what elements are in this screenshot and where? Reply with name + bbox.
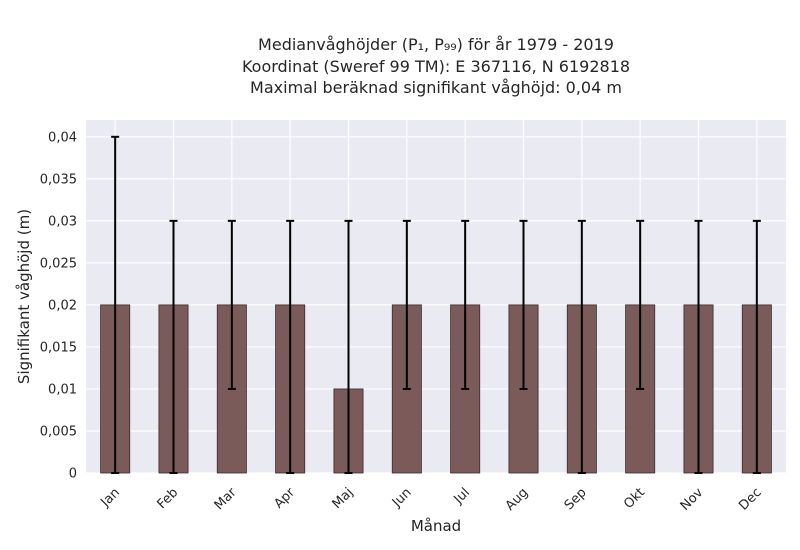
x-tick-label: Jul	[451, 485, 473, 507]
x-tick-label: Dec	[736, 485, 764, 513]
error-bar-apr	[286, 219, 295, 474]
y-tick-label: 0,02	[48, 298, 77, 313]
y-tick-labels: 0 0,005 0,01 0,015 0,02 0,025 0,03 0,035 0,04	[40, 130, 77, 481]
error-bar-okt	[636, 219, 645, 390]
title-line-2: Koordinat (Sweref 99 TM): E 367116, N 61…	[241, 56, 631, 76]
y-tick-label: 0,015	[40, 340, 77, 355]
x-tick-labels: Jan Feb Mar Apr Maj Jun Jul Aug Sep Okt Nov Dec	[98, 485, 765, 514]
title-line-1: Medianvåghöjder (P₁, P₉₉) för år 1979 - …	[258, 35, 614, 54]
error-bar-jan	[111, 135, 120, 474]
x-tick-label: Sep	[562, 485, 590, 513]
error-bar-sep	[577, 219, 586, 474]
x-tick-label: Maj	[330, 485, 357, 512]
x-tick-label: Aug	[503, 485, 532, 514]
y-axis-label: Signifikant våghöjd (m)	[15, 209, 33, 384]
error-bar-dec	[752, 219, 761, 474]
x-tick-label: Nov	[678, 485, 707, 514]
error-bar-aug	[519, 219, 528, 390]
chart-title: Medianvåghöjder (P₁, P₉₉) för år 1979 - …	[86, 34, 786, 99]
y-tick-label: 0	[69, 467, 77, 482]
error-bars	[111, 135, 761, 474]
y-tick-label: 0,03	[48, 214, 77, 229]
y-tick-label: 0,01	[48, 382, 77, 397]
error-bar-jul	[461, 219, 470, 390]
error-bar-maj	[344, 219, 353, 474]
title-line-3: Maximal beräknad signifikant våghöjd: 0,…	[250, 78, 622, 97]
y-tick-label: 0,025	[40, 256, 77, 271]
y-tick-label: 0,04	[48, 130, 77, 145]
x-tick-label: Feb	[154, 485, 181, 512]
y-tick-label: 0,005	[40, 424, 77, 439]
x-tick-label: Mar	[212, 485, 240, 513]
y-tick-label: 0,035	[40, 172, 77, 187]
x-tick-label: Apr	[271, 485, 298, 512]
error-bar-jun	[402, 219, 411, 390]
x-tick-label: Jun	[389, 485, 415, 511]
x-tick-label: Okt	[621, 485, 648, 512]
error-bar-feb	[169, 219, 178, 474]
plot-area	[86, 120, 786, 473]
x-axis-label: Månad	[411, 517, 461, 535]
error-bar-mar	[227, 219, 236, 390]
error-bar-nov	[694, 219, 703, 474]
x-tick-label: Jan	[98, 485, 123, 510]
